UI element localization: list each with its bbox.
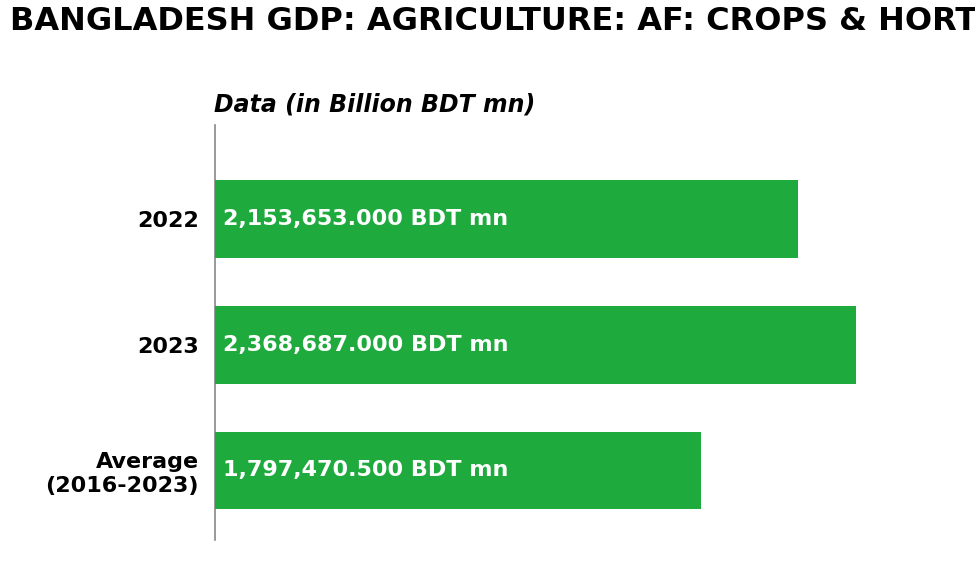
Text: 2,153,653.000 BDT mn: 2,153,653.000 BDT mn [222,209,508,229]
Bar [214,432,701,509]
Text: BANGLADESH GDP: AGRICULTURE: AF: CROPS & HORTICULTURE: BANGLADESH GDP: AGRICULTURE: AF: CROPS &… [10,6,975,37]
Text: 1,797,470.500 BDT mn: 1,797,470.500 BDT mn [222,461,508,481]
Text: Data (in Billion BDT mn): Data (in Billion BDT mn) [214,93,535,116]
Bar [214,180,798,258]
Bar [214,306,856,384]
Text: 2,368,687.000 BDT mn: 2,368,687.000 BDT mn [222,335,508,355]
